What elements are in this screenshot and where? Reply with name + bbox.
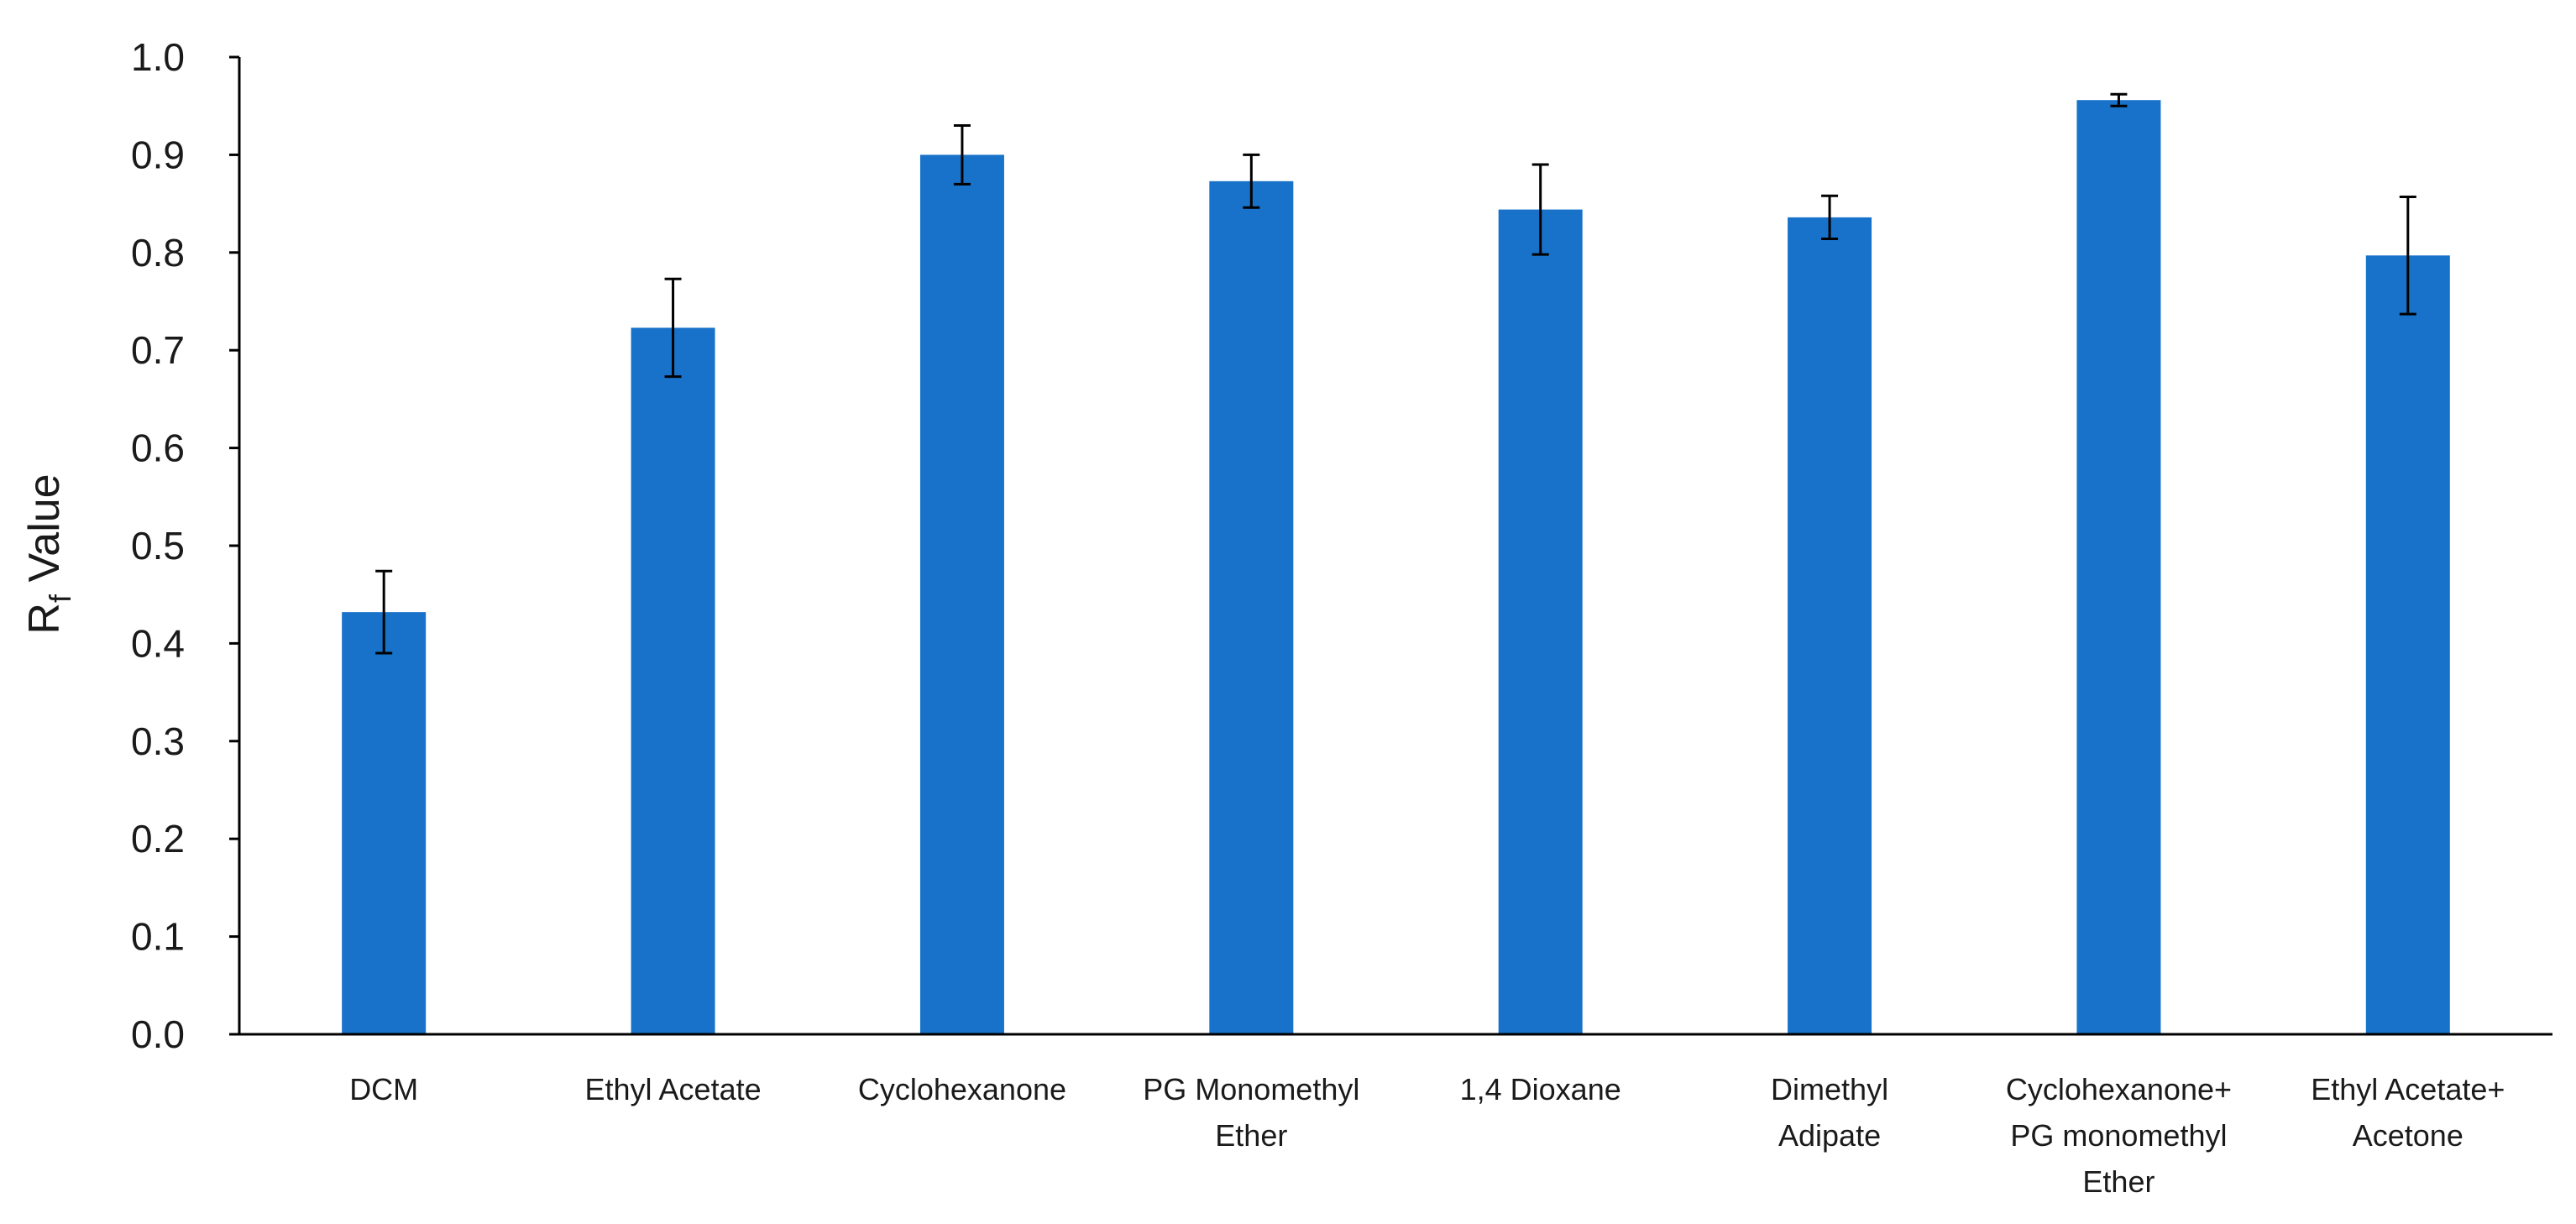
x-category-label: PG Monomethyl Ether — [1143, 1072, 1359, 1153]
bar — [2076, 100, 2161, 1034]
y-axis-ticks: 0.0 0.1 0.2 0.3 0.4 0.5 0.6 0.7 0.8 0.9 1.0 — [131, 35, 239, 1056]
x-category-label: Cyclohexanone — [858, 1072, 1066, 1106]
y-axis-label: Rf Value — [20, 473, 77, 634]
bar — [1498, 209, 1583, 1035]
bar — [631, 327, 715, 1035]
y-tick-label: 0.5 — [131, 524, 185, 568]
y-tick-label: 0.2 — [131, 817, 185, 860]
error-bar — [664, 277, 682, 379]
y-tick-label: 0.0 — [131, 1012, 185, 1056]
y-tick-label: 0.1 — [131, 915, 185, 959]
error-bars — [375, 92, 2416, 655]
bar — [919, 154, 1004, 1034]
bars — [342, 100, 2450, 1035]
y-tick-label: 0.3 — [131, 719, 185, 763]
y-tick-label: 0.9 — [131, 133, 185, 176]
bar — [2365, 255, 2450, 1034]
x-category-label: 1,4 Dioxane — [1460, 1072, 1621, 1106]
bar — [1788, 217, 1872, 1034]
error-bar — [2110, 92, 2128, 107]
y-tick-label: 1.0 — [131, 35, 185, 79]
bar — [1209, 180, 1294, 1034]
bar — [342, 612, 427, 1034]
x-category-label: DCM — [349, 1072, 418, 1106]
error-bar — [1821, 194, 1839, 241]
x-category-label: Ethyl Acetate — [584, 1072, 761, 1106]
y-tick-label: 0.8 — [131, 231, 185, 275]
x-category-label: Cyclohexanone+ PG monomethyl Ether — [2006, 1072, 2232, 1199]
y-tick-label: 0.4 — [131, 621, 185, 665]
error-bar — [953, 123, 971, 186]
error-bar — [2399, 195, 2416, 316]
error-bar — [1243, 153, 1260, 209]
x-axis-category-labels: DCM Ethyl Acetate Cyclohexanone PG Monometh… — [349, 1072, 2505, 1199]
error-bar — [375, 569, 393, 655]
y-tick-label: 0.6 — [131, 426, 185, 470]
x-category-label: Dimethyl Adipate — [1771, 1072, 1888, 1153]
error-bar — [1531, 163, 1549, 256]
y-tick-label: 0.7 — [131, 328, 185, 372]
x-category-label: Ethyl Acetate+ Acetone — [2311, 1072, 2505, 1153]
